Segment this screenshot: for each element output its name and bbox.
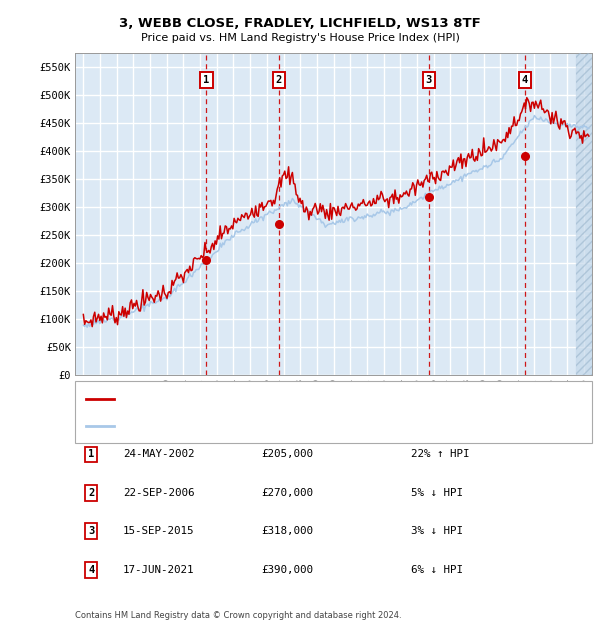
Text: 24-MAY-2002: 24-MAY-2002 bbox=[123, 450, 194, 459]
Text: 4: 4 bbox=[521, 75, 528, 85]
Text: 6% ↓ HPI: 6% ↓ HPI bbox=[411, 565, 463, 575]
Text: £205,000: £205,000 bbox=[261, 450, 313, 459]
Text: 17-JUN-2021: 17-JUN-2021 bbox=[123, 565, 194, 575]
Text: 3% ↓ HPI: 3% ↓ HPI bbox=[411, 526, 463, 536]
Text: 4: 4 bbox=[88, 565, 94, 575]
Text: Contains HM Land Registry data © Crown copyright and database right 2024.
This d: Contains HM Land Registry data © Crown c… bbox=[75, 611, 401, 620]
Text: 2: 2 bbox=[88, 488, 94, 498]
Text: 1: 1 bbox=[88, 450, 94, 459]
Text: 5% ↓ HPI: 5% ↓ HPI bbox=[411, 488, 463, 498]
Text: 15-SEP-2015: 15-SEP-2015 bbox=[123, 526, 194, 536]
Text: 22% ↑ HPI: 22% ↑ HPI bbox=[411, 450, 470, 459]
Text: 22-SEP-2006: 22-SEP-2006 bbox=[123, 488, 194, 498]
Text: HPI: Average price, detached house, Lichfield: HPI: Average price, detached house, Lich… bbox=[120, 421, 390, 431]
Text: £270,000: £270,000 bbox=[261, 488, 313, 498]
Text: 3, WEBB CLOSE, FRADLEY, LICHFIELD, WS13 8TF (detached house): 3, WEBB CLOSE, FRADLEY, LICHFIELD, WS13 … bbox=[120, 394, 480, 404]
Text: 3, WEBB CLOSE, FRADLEY, LICHFIELD, WS13 8TF: 3, WEBB CLOSE, FRADLEY, LICHFIELD, WS13 … bbox=[119, 17, 481, 30]
Text: £390,000: £390,000 bbox=[261, 565, 313, 575]
Text: 2: 2 bbox=[276, 75, 282, 85]
Text: 3: 3 bbox=[88, 526, 94, 536]
Text: 1: 1 bbox=[203, 75, 209, 85]
Text: Price paid vs. HM Land Registry's House Price Index (HPI): Price paid vs. HM Land Registry's House … bbox=[140, 33, 460, 43]
Polygon shape bbox=[575, 53, 592, 375]
Text: £318,000: £318,000 bbox=[261, 526, 313, 536]
Text: 3: 3 bbox=[426, 75, 432, 85]
